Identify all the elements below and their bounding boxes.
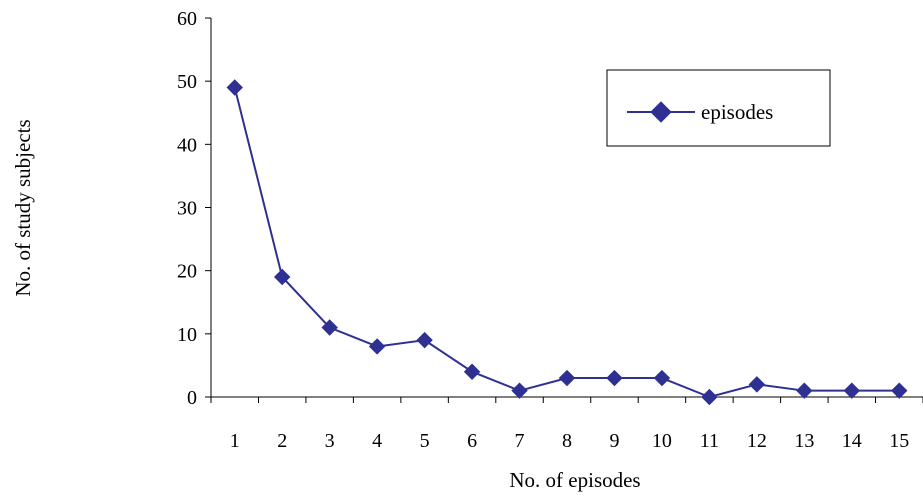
y-tick-label: 40 [177, 134, 197, 156]
data-point-diamond [843, 382, 861, 399]
y-tick-label: 30 [177, 198, 197, 220]
data-point-diamond [273, 268, 291, 286]
y-axis: 0 10 20 30 40 50 60 [177, 8, 212, 409]
x-tick-label: 5 [420, 430, 430, 452]
data-point-diamond [891, 382, 908, 399]
data-point-diamond [463, 363, 481, 380]
data-point-diamond [321, 319, 338, 336]
y-tick-label: 0 [187, 387, 197, 409]
x-tick-label: 14 [842, 430, 862, 452]
series-layer [226, 79, 908, 406]
y-axis-title: No. of study subjects [11, 119, 35, 296]
x-tick-label: 12 [747, 430, 767, 452]
x-tick-label: 2 [277, 430, 287, 452]
legend-box [606, 69, 831, 147]
x-axis-title: No. of episodes [509, 468, 640, 492]
x-tick-label: 9 [609, 430, 619, 452]
data-point-diamond [653, 369, 671, 387]
data-point-diamond [701, 388, 718, 406]
legend-diamond-marker-icon [650, 101, 672, 123]
x-tick-label: 7 [515, 430, 525, 452]
x-tick-label: 13 [794, 430, 814, 452]
x-tick-label: 8 [562, 430, 572, 452]
data-point-diamond [748, 376, 766, 393]
data-point-diamond [226, 79, 243, 96]
data-point-diamond [511, 382, 528, 399]
legend: episodes [606, 69, 831, 147]
x-tick-label: 4 [372, 430, 382, 452]
y-tick-label: 60 [177, 8, 197, 30]
data-point-diamond [368, 338, 386, 355]
data-point-diamond [606, 369, 623, 387]
x-tick-label: 1 [230, 430, 240, 452]
x-tick-label: 6 [467, 430, 477, 452]
x-tick-label: 11 [700, 430, 719, 452]
data-point-diamond [416, 331, 433, 349]
x-tick-label: 15 [889, 430, 909, 452]
y-tick-label: 10 [177, 324, 197, 346]
x-tick-label: 10 [652, 430, 672, 452]
data-point-diamond [796, 382, 813, 399]
y-tick-label: 20 [177, 261, 197, 283]
y-tick-label: 50 [177, 71, 197, 93]
legend-label: episodes [701, 100, 773, 124]
data-point-diamond [558, 369, 576, 387]
x-tick-label: 3 [325, 430, 335, 452]
x-axis: 1 2 3 4 5 6 7 8 9 10 11 12 13 14 15 [210, 396, 923, 452]
